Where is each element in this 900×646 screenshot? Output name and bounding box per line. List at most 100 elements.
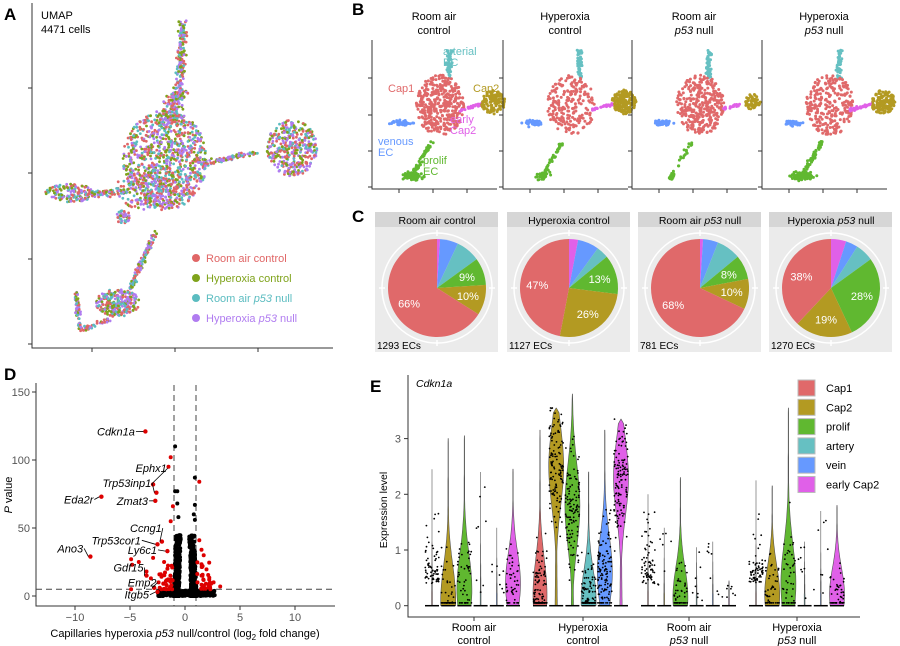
umap-point xyxy=(246,152,250,156)
umap-point xyxy=(135,149,138,153)
umap-point xyxy=(192,140,196,144)
umap-point xyxy=(167,127,171,131)
umap-point xyxy=(162,123,166,127)
cell-point xyxy=(561,120,565,124)
umap-point xyxy=(140,200,144,203)
umap-point xyxy=(287,119,290,122)
umap-point xyxy=(163,147,166,151)
umap-point xyxy=(106,301,109,305)
umap-point xyxy=(193,143,197,147)
cell-point xyxy=(439,125,443,129)
umap-point xyxy=(198,147,202,151)
umap-point xyxy=(297,138,301,142)
cell-point xyxy=(715,114,719,117)
umap-point xyxy=(281,155,284,159)
cell-point xyxy=(556,127,560,131)
umap-point xyxy=(188,161,192,165)
umap-point xyxy=(114,310,118,314)
umap-point xyxy=(149,199,153,203)
umap-point xyxy=(147,194,151,198)
cell-point xyxy=(719,98,723,102)
cell-point xyxy=(497,94,501,98)
umap-point xyxy=(153,171,157,175)
cell-point xyxy=(616,96,620,100)
umap-point xyxy=(310,157,313,161)
cell-point xyxy=(569,93,573,97)
umap-point xyxy=(188,151,192,154)
cell-point xyxy=(416,107,420,111)
umap-point xyxy=(187,146,191,150)
umap-point xyxy=(92,323,95,327)
umap-point xyxy=(116,289,120,292)
cell-point xyxy=(709,83,713,87)
cell-point xyxy=(841,84,845,88)
umap-point xyxy=(127,179,130,183)
cell-point xyxy=(689,99,693,103)
cell-point xyxy=(427,97,431,101)
cell-point xyxy=(484,97,488,101)
cell-point xyxy=(666,122,670,126)
umap-point xyxy=(212,160,216,164)
cell-point xyxy=(438,73,442,77)
umap-point xyxy=(127,305,130,309)
umap-title: UMAP xyxy=(41,10,73,22)
umap-point xyxy=(160,176,163,180)
umap-point xyxy=(300,161,304,165)
umap-point xyxy=(182,53,186,57)
cell-point xyxy=(420,98,424,101)
umap-point xyxy=(189,164,192,168)
umap-point xyxy=(100,292,104,296)
umap-point xyxy=(120,290,124,293)
umap-point xyxy=(159,204,162,208)
cell-point xyxy=(813,80,817,84)
umap-point xyxy=(177,202,181,206)
umap-point xyxy=(158,171,162,175)
umap-point xyxy=(190,192,194,195)
umap-point xyxy=(304,132,307,136)
legend-swatch xyxy=(192,294,200,302)
cell-point xyxy=(559,117,563,121)
umap-point xyxy=(176,166,180,170)
umap-point xyxy=(135,192,139,196)
umap-point xyxy=(161,187,165,191)
cell-point xyxy=(571,107,574,110)
umap-point xyxy=(177,20,181,24)
umap-point xyxy=(125,173,128,176)
cell-point xyxy=(543,175,547,179)
umap-point xyxy=(182,180,186,184)
umap-point xyxy=(162,155,165,159)
umap-point xyxy=(178,180,181,184)
umap-point xyxy=(302,143,306,147)
umap-point xyxy=(54,188,58,192)
umap-point xyxy=(110,190,114,194)
cell-point xyxy=(423,151,427,155)
umap-point xyxy=(147,171,150,175)
umap-point xyxy=(202,141,205,145)
umap-point xyxy=(153,229,157,233)
umap-point xyxy=(138,184,142,188)
umap-point xyxy=(194,129,198,133)
umap-point xyxy=(268,156,272,159)
cell-point xyxy=(715,91,719,95)
umap-point xyxy=(135,178,139,182)
umap-point xyxy=(199,176,203,180)
umap-point xyxy=(131,309,135,312)
cell-point xyxy=(436,96,440,100)
umap-point xyxy=(270,159,273,163)
umap-point xyxy=(122,167,126,171)
cell-point xyxy=(486,104,490,108)
umap-point xyxy=(122,190,125,194)
umap-point xyxy=(123,144,126,148)
umap-point xyxy=(81,198,85,202)
umap-point xyxy=(155,191,159,195)
umap-point xyxy=(182,150,185,154)
umap-point xyxy=(150,143,153,147)
umap-point xyxy=(167,173,171,177)
umap-point xyxy=(138,120,142,124)
cell-point xyxy=(548,112,552,116)
cell-point xyxy=(587,121,591,125)
cell-point xyxy=(840,112,844,116)
cell-point xyxy=(661,122,665,125)
umap-point xyxy=(71,189,74,192)
umap-point xyxy=(142,208,146,211)
